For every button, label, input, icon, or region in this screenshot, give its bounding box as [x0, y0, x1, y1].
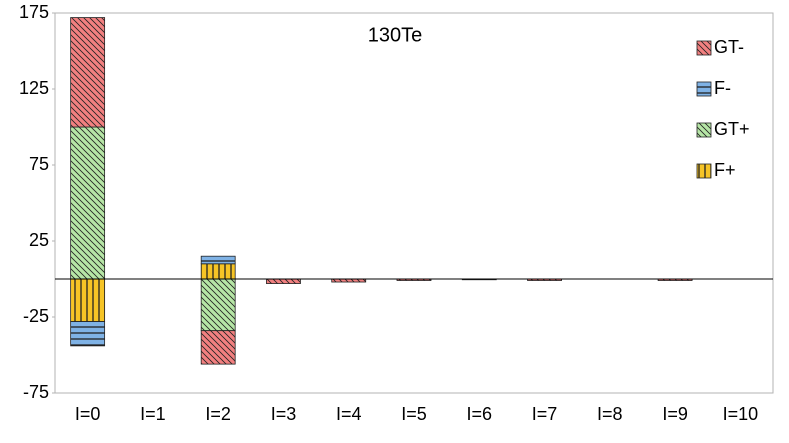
x-tick-label: I=1	[140, 404, 166, 424]
x-tick-label: I=5	[401, 404, 427, 424]
bar-segment	[200, 278, 236, 332]
legend-swatch	[696, 40, 712, 56]
x-tick-label: I=3	[271, 404, 297, 424]
x-tick-label: I=4	[336, 404, 362, 424]
bar-segment	[200, 330, 236, 365]
legend-label: F-	[714, 78, 731, 98]
bar-segment	[200, 263, 236, 280]
y-tick-label: 25	[29, 230, 49, 250]
chart-title: 130Te	[368, 24, 423, 46]
x-tick-label: I=0	[75, 404, 101, 424]
legend-swatch	[696, 163, 712, 179]
bar-segment	[70, 17, 106, 128]
legend-swatch	[696, 81, 712, 97]
bar-segment	[70, 278, 106, 322]
y-tick-label: -25	[23, 306, 49, 326]
legend-label: GT-	[714, 37, 744, 57]
x-tick-label: I=2	[205, 404, 231, 424]
x-tick-label: I=10	[723, 404, 759, 424]
y-tick-label: 75	[29, 154, 49, 174]
plot-frame	[54, 12, 774, 394]
legend-swatch	[696, 122, 712, 138]
y-tick-label: -75	[23, 382, 49, 402]
bar-segment	[70, 321, 106, 347]
x-tick-label: I=6	[467, 404, 493, 424]
x-tick-label: I=8	[597, 404, 623, 424]
x-tick-label: I=7	[532, 404, 558, 424]
y-tick-label: 125	[19, 78, 49, 98]
y-tick-label: 175	[19, 2, 49, 22]
legend-label: GT+	[714, 119, 750, 139]
x-tick-label: I=9	[662, 404, 688, 424]
bar-segment	[200, 255, 236, 265]
bar-segment	[266, 278, 301, 284]
bar-segment	[70, 126, 106, 280]
legend-label: F+	[714, 160, 736, 180]
